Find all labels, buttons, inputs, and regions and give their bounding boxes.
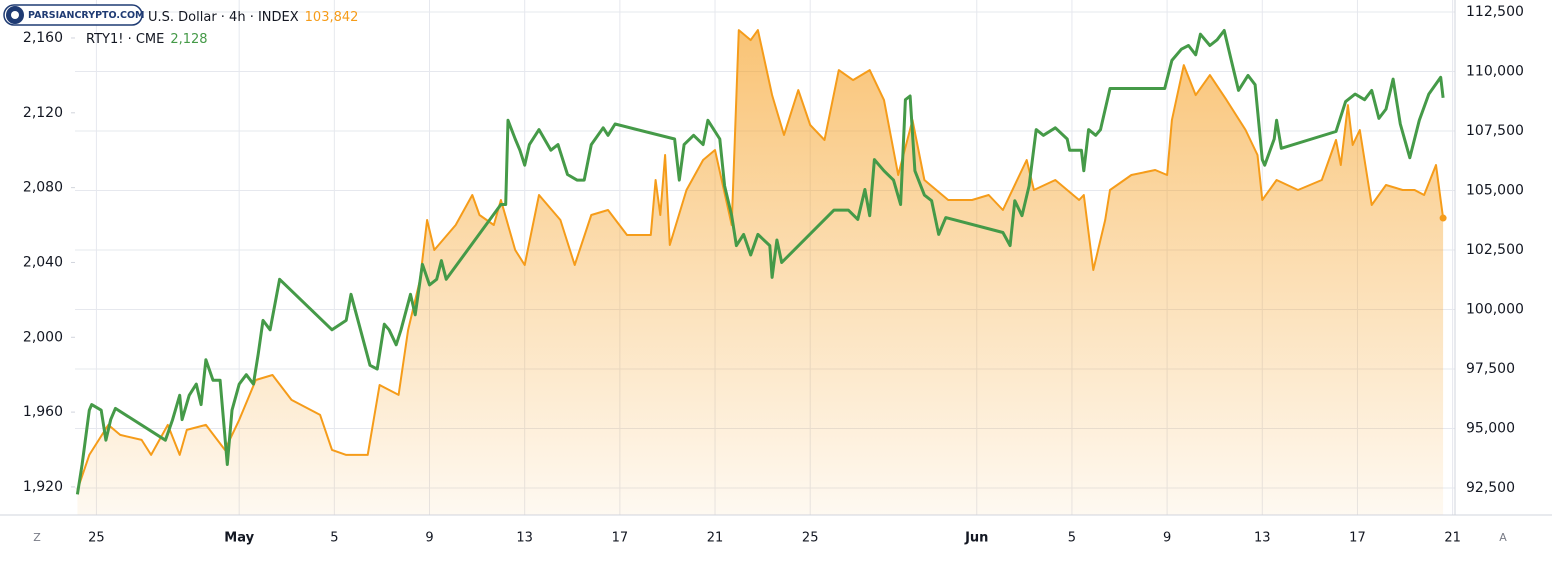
x-tick-label: 5 <box>330 531 338 546</box>
y-tick-label: 1,960 <box>23 404 63 420</box>
y2-tick-label: 95,000 <box>1466 421 1515 437</box>
y2-tick-label: 105,000 <box>1466 183 1524 199</box>
y2-tick-label: 110,000 <box>1466 63 1524 79</box>
x-tick-label: 5 <box>1068 531 1076 546</box>
x-tick-label: 13 <box>516 531 533 546</box>
x-tick-label: 25 <box>802 531 819 546</box>
axes: 25 May 5 9 13 17 21 25 Jun 5 9 13 17 21 92,500 95,000 97… <box>23 4 1524 546</box>
y2-tick-label: 92,500 <box>1466 480 1515 496</box>
logo-frame <box>3 4 143 26</box>
x-tick-label: Jun <box>964 531 988 546</box>
watermark: PARSIANCRYPTO.COM <box>28 10 145 21</box>
line <box>75 29 1445 495</box>
legend-name: U.S. Dollar · 4h · INDEX <box>148 10 299 25</box>
y-tick-label: 1,920 <box>23 479 63 495</box>
legend-value: 2,128 <box>170 32 207 47</box>
scale-button[interactable]: Z <box>33 531 41 544</box>
y2-tick-label: 107,500 <box>1466 123 1524 139</box>
x-tick-label: May <box>224 531 254 546</box>
watermark-logo: PARSIANCRYPTO.COM <box>3 4 145 26</box>
y2-tick-label: 97,500 <box>1466 361 1515 377</box>
legend-entry: U.S. Dollar · 4h · INDEX 103,842 <box>148 10 358 25</box>
x-tick-label: 9 <box>1163 531 1171 546</box>
logo-icon-dot <box>11 11 19 19</box>
y2-tick-label: 102,500 <box>1466 242 1524 258</box>
x-tick-label: 21 <box>1444 531 1461 546</box>
y-tick-label: 2,160 <box>23 30 63 46</box>
y-tick-label: 2,120 <box>23 105 63 121</box>
scale-button[interactable]: A <box>1499 531 1507 544</box>
plot <box>75 29 1447 515</box>
line <box>76 29 1445 491</box>
x-tick-label: 13 <box>1254 531 1271 546</box>
area <box>77 30 1444 515</box>
last-point <box>1439 214 1447 222</box>
legend-name: RTY1! · CME <box>86 32 164 47</box>
legend-value: 103,842 <box>305 10 359 25</box>
y2-tick-label: 100,000 <box>1466 302 1524 318</box>
y-tick-label: 2,080 <box>23 180 63 196</box>
y-tick-label: 2,040 <box>23 254 63 270</box>
x-tick-label: 17 <box>1349 531 1366 546</box>
x-tick-label: 25 <box>88 531 105 546</box>
x-tick-label: 21 <box>707 531 724 546</box>
y2-tick-label: 112,500 <box>1466 4 1524 20</box>
legend-entry: RTY1! · CME 2,128 <box>86 32 208 47</box>
y-tick-label: 2,000 <box>23 329 63 345</box>
x-tick-label: 17 <box>612 531 629 546</box>
x-tick-label: 9 <box>425 531 433 546</box>
